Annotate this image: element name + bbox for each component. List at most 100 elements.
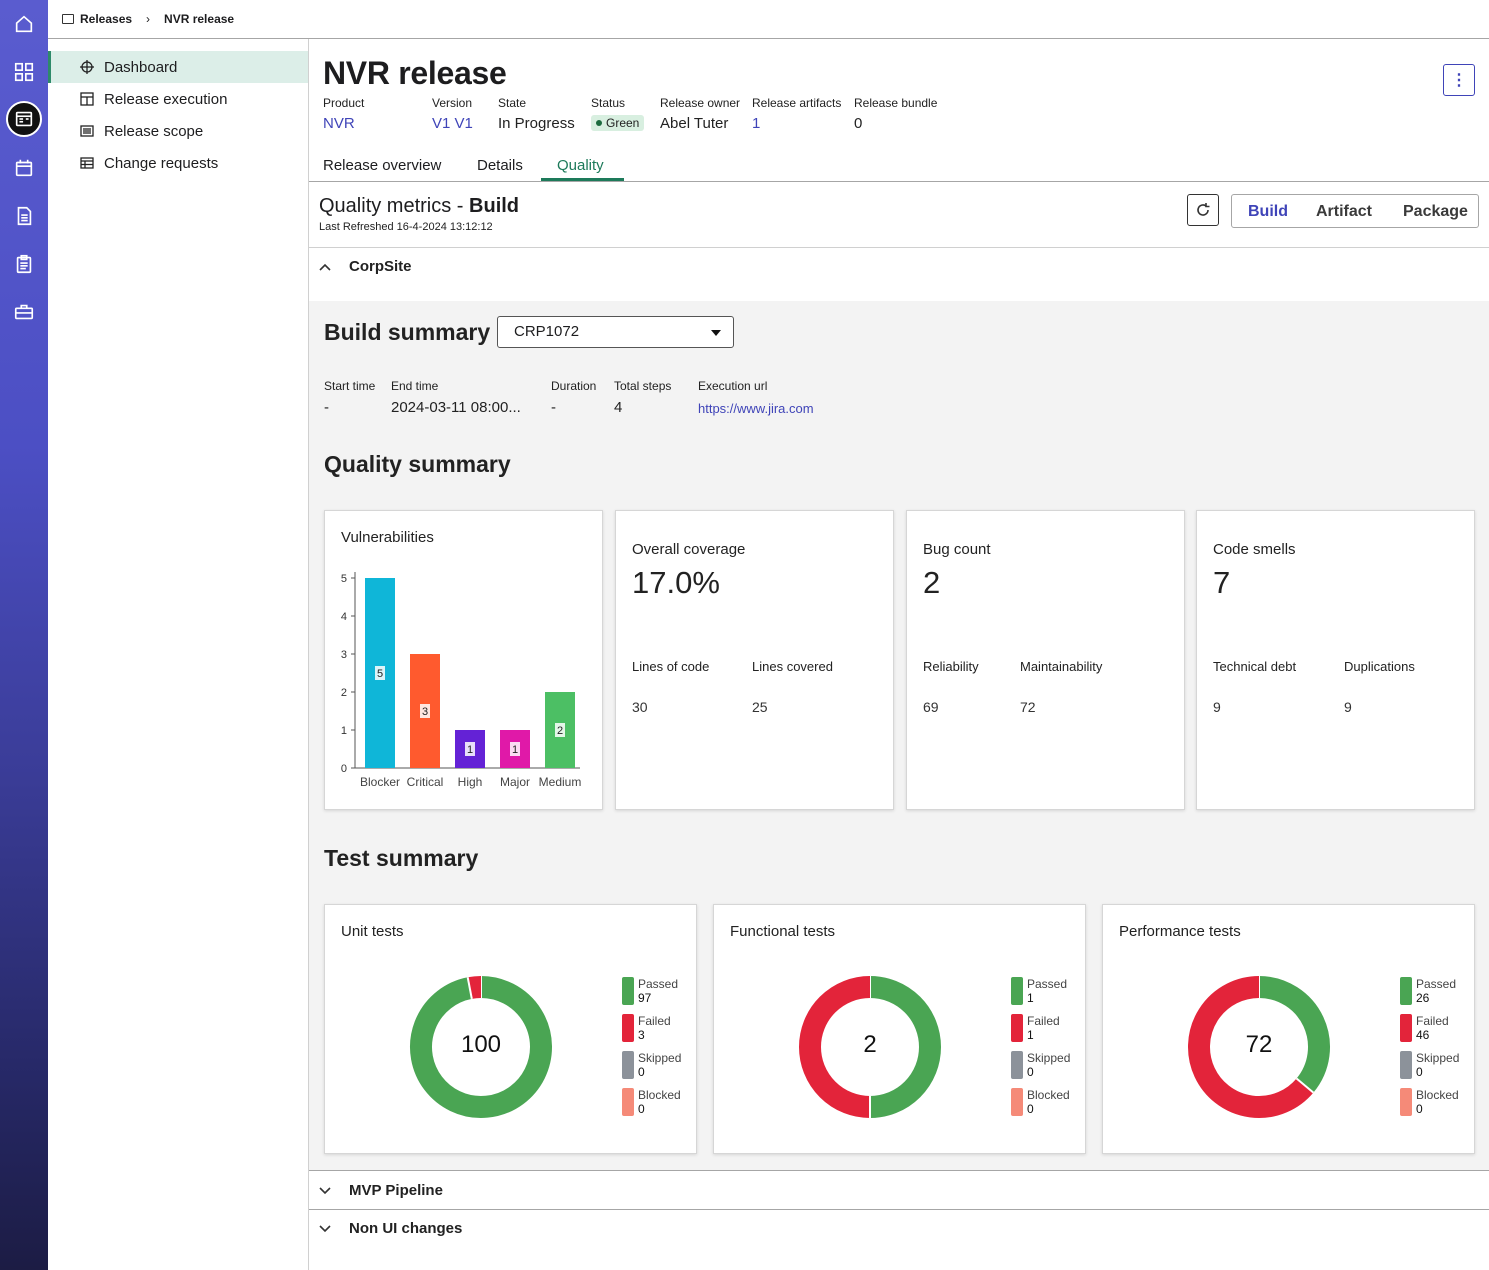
metric-label: Reliability bbox=[923, 659, 979, 674]
metric-value: 9 bbox=[1213, 699, 1221, 715]
quality-summary-heading: Quality summary bbox=[324, 451, 511, 477]
breadcrumb: Releases › NVR release bbox=[48, 0, 1489, 39]
donut-total: 72 bbox=[1245, 1031, 1273, 1058]
meta-artifacts: Release artifacts 1 bbox=[752, 96, 841, 132]
clipboard-icon[interactable] bbox=[6, 246, 42, 282]
home-icon[interactable] bbox=[6, 6, 42, 42]
slice-separator bbox=[1295, 1077, 1315, 1094]
legend-item-passed: Passed 1 bbox=[1011, 977, 1091, 1005]
refresh-button[interactable] bbox=[1187, 194, 1219, 226]
legend-label: Skipped bbox=[638, 1051, 682, 1065]
owner-value: Abel Tuter bbox=[660, 115, 729, 132]
legend-label: Passed bbox=[1027, 977, 1068, 991]
legend-value: 1 bbox=[1027, 991, 1034, 1005]
bm-label: Start time bbox=[324, 379, 376, 393]
metric-value: 69 bbox=[923, 699, 939, 715]
legend-item-skipped: Skipped 0 bbox=[622, 1051, 702, 1079]
segment-artifact[interactable]: Artifact bbox=[1316, 203, 1373, 220]
sidebar-item-release-execution[interactable]: Release execution bbox=[48, 83, 308, 115]
sidebar-item-release-scope[interactable]: Release scope bbox=[48, 115, 308, 147]
data-label: 1 bbox=[512, 744, 518, 756]
grid-table-icon bbox=[80, 156, 94, 170]
product-link[interactable]: NVR bbox=[323, 115, 355, 132]
meta-label: Release owner bbox=[660, 96, 741, 110]
legend-value: 0 bbox=[1027, 1102, 1034, 1116]
legend-label: Failed bbox=[638, 1014, 671, 1028]
accordion-corpsite[interactable]: CorpSite bbox=[319, 258, 412, 275]
segment-build[interactable]: Build bbox=[1248, 203, 1288, 220]
data-label-bg bbox=[555, 723, 565, 737]
legend-label: Skipped bbox=[1416, 1051, 1460, 1065]
donut-slice-failed bbox=[1188, 976, 1314, 1118]
legend-swatch bbox=[622, 977, 634, 1005]
bm-value: 4 bbox=[614, 399, 623, 416]
release-dashboard-icon[interactable] bbox=[6, 101, 42, 137]
bm-value: - bbox=[551, 399, 556, 416]
data-label: 1 bbox=[467, 744, 473, 756]
legend-swatch bbox=[1011, 1088, 1023, 1116]
version-link[interactable]: V1 V1 bbox=[432, 115, 473, 132]
donut-slice-passed bbox=[869, 976, 941, 1118]
accordion-mvp-pipeline[interactable]: MVP Pipeline bbox=[319, 1182, 443, 1199]
execution-url-link[interactable]: https://www.jira.com bbox=[698, 401, 814, 416]
legend-item-blocked: Blocked 0 bbox=[1400, 1088, 1480, 1116]
data-label-bg bbox=[465, 742, 475, 756]
apps-grid-icon[interactable] bbox=[6, 54, 42, 90]
more-actions-button[interactable]: ⋮ bbox=[1443, 64, 1475, 96]
meta-label: State bbox=[498, 96, 527, 110]
status-badge: Green bbox=[591, 115, 645, 131]
divider bbox=[309, 1170, 1489, 1171]
tab-release-overview[interactable]: Release overview bbox=[323, 157, 442, 174]
accordion-label: CorpSite bbox=[349, 258, 412, 275]
coverage-card: Overall coverage 17.0% Lines of code Lin… bbox=[615, 510, 894, 810]
y-tick-label: 1 bbox=[341, 725, 347, 737]
tab-active-indicator bbox=[541, 178, 624, 181]
build-select-value: CRP1072 bbox=[514, 323, 580, 340]
sidebar-item-dashboard[interactable]: Dashboard bbox=[48, 51, 308, 83]
donut-chart bbox=[1188, 976, 1330, 1118]
metric-value: 9 bbox=[1344, 699, 1352, 715]
legend-label: Failed bbox=[1416, 1014, 1449, 1028]
state-value: In Progress bbox=[498, 115, 575, 132]
accordion-non-ui-changes[interactable]: Non UI changes bbox=[319, 1220, 462, 1237]
card-title: Vulnerabilities bbox=[341, 529, 434, 546]
legend-value: 0 bbox=[638, 1102, 645, 1116]
artifacts-link[interactable]: 1 bbox=[752, 115, 761, 132]
legend-text: Blocked 0 bbox=[1027, 1088, 1070, 1116]
meta-bundle: Release bundle 0 bbox=[854, 96, 937, 132]
bundle-value: 0 bbox=[854, 115, 863, 132]
y-tick-label: 3 bbox=[341, 649, 347, 661]
corpsite-panel: Build summary CRP1072 Start time - End t… bbox=[309, 301, 1489, 1170]
vulnerabilities-chart: 0 1 2 3 4 5 5 Blocker 3 Critical 1 High 1 Major 2 Mediu… bbox=[341, 572, 582, 789]
slice-separator bbox=[466, 977, 473, 1000]
legend-label: Passed bbox=[638, 977, 679, 991]
document-icon[interactable] bbox=[6, 198, 42, 234]
y-tick-label: 5 bbox=[341, 573, 347, 585]
sidebar-item-change-requests[interactable]: Change requests bbox=[48, 147, 308, 179]
chevron-right-icon: › bbox=[146, 12, 151, 26]
bm-end: End time 2024-03-11 08:00... bbox=[391, 379, 521, 416]
scope-segmented-control: Build Artifact Package bbox=[1231, 194, 1479, 228]
legend-swatch bbox=[1400, 1051, 1412, 1079]
coverage-value: 17.0% bbox=[632, 565, 720, 600]
toolbox-icon[interactable] bbox=[6, 294, 42, 330]
legend-value: 26 bbox=[1416, 991, 1430, 1005]
list-icon bbox=[80, 124, 94, 138]
bug-count-card: Bug count 2 Reliability Maintainability … bbox=[906, 510, 1185, 810]
legend-value: 0 bbox=[1416, 1065, 1423, 1079]
legend-swatch bbox=[1400, 1088, 1412, 1116]
build-select[interactable]: CRP1072 bbox=[497, 316, 734, 348]
legend-value: 1 bbox=[1027, 1028, 1034, 1042]
tab-details[interactable]: Details bbox=[477, 157, 523, 174]
segment-package[interactable]: Package bbox=[1403, 203, 1468, 220]
x-tick-label: Medium bbox=[539, 775, 582, 789]
tab-quality[interactable]: Quality bbox=[557, 157, 604, 174]
tab-bar: Release overview Details Quality bbox=[309, 149, 1489, 182]
legend-item-blocked: Blocked 0 bbox=[1011, 1088, 1091, 1116]
calendar-icon[interactable] bbox=[6, 150, 42, 186]
y-tick-label: 0 bbox=[341, 763, 347, 775]
card-title: Code smells bbox=[1213, 541, 1296, 558]
breadcrumb-releases[interactable]: Releases bbox=[80, 12, 133, 26]
legend-label: Skipped bbox=[1027, 1051, 1071, 1065]
accordion-label: MVP Pipeline bbox=[349, 1182, 443, 1199]
